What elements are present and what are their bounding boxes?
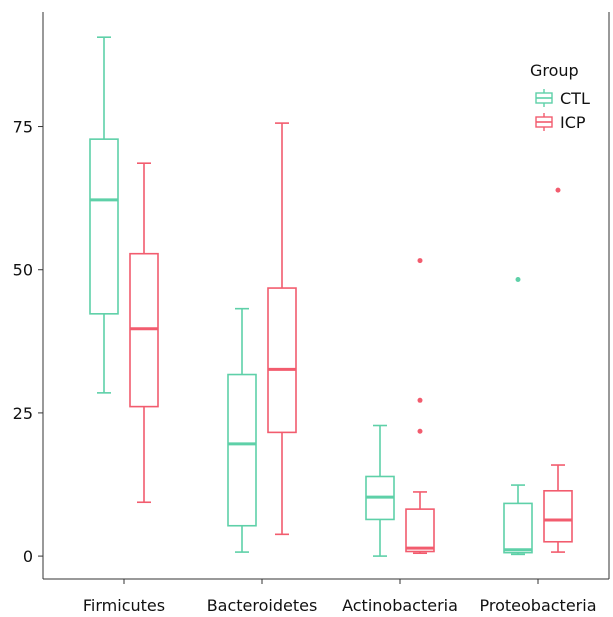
box-ctl-proteobacteria (503, 276, 533, 556)
box-body (405, 508, 435, 553)
legend-label: CTL (560, 89, 590, 108)
legend-item-icp: ICP (535, 113, 586, 132)
legend-title: Group (530, 61, 579, 80)
x-tick-label: Proteobacteria (480, 596, 597, 615)
outlier-point (417, 428, 423, 434)
box-ctl-firmicutes (89, 36, 119, 394)
x-tick-label: Actinobacteria (342, 596, 458, 615)
legend-item-ctl: CTL (535, 89, 590, 108)
box-icp-proteobacteria (543, 187, 573, 553)
legend: Group CTL ICP (530, 61, 590, 132)
box-ctl-actinobacteria (365, 424, 395, 557)
box-body (227, 373, 257, 527)
box-icp-firmicutes (129, 162, 159, 504)
plot-area (89, 36, 573, 557)
y-tick-label: 75 (13, 118, 33, 137)
box-body (89, 138, 119, 315)
x-tick-label: Firmicutes (83, 596, 165, 615)
x-tick-label: Bacteroidetes (207, 596, 318, 615)
box-ctl-bacteroidetes (227, 307, 257, 553)
outlier-point (417, 397, 423, 403)
legend-label: ICP (560, 113, 586, 132)
y-tick-label: 50 (13, 261, 33, 280)
outlier-point (515, 276, 521, 282)
box-body (503, 502, 533, 554)
outlier-point (555, 187, 561, 193)
axes: 0 25 50 75 Firmicutes Bacteroidetes Actinobact… (13, 12, 610, 615)
box-icp-bacteroidetes (267, 122, 297, 536)
box-body (543, 489, 573, 543)
outlier-point (417, 258, 423, 264)
y-tick-label: 0 (23, 547, 33, 566)
y-tick-label: 25 (13, 404, 33, 423)
box-icp-actinobacteria (405, 258, 435, 555)
box-body (267, 287, 297, 434)
